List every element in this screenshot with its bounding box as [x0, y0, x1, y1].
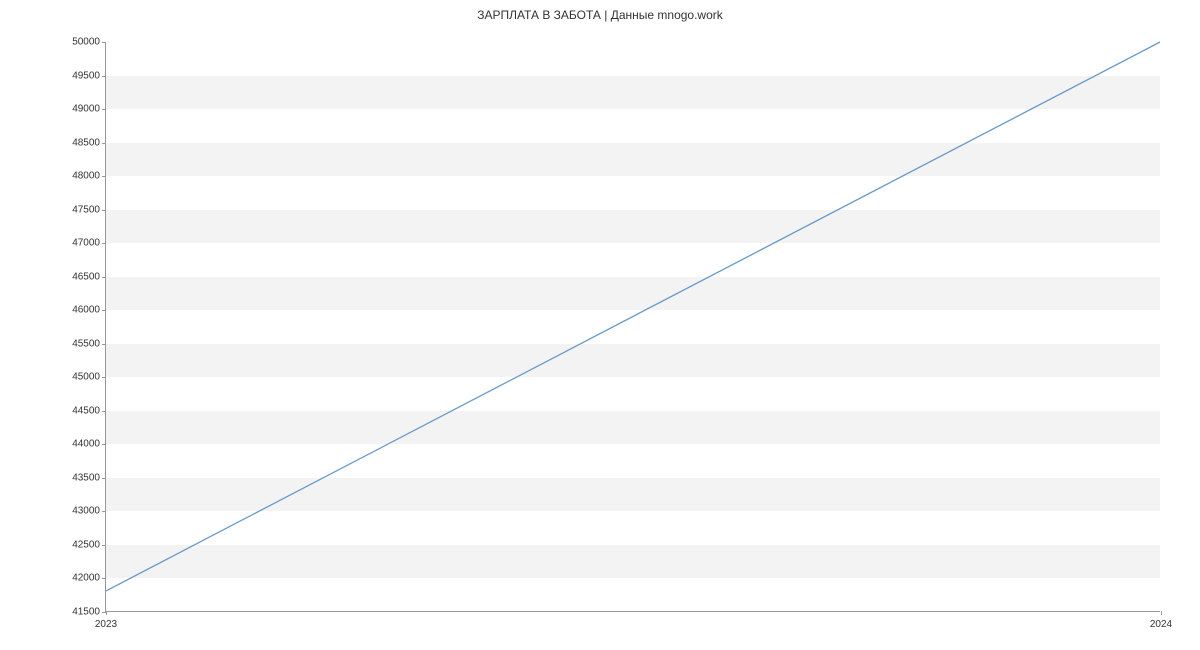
y-tick-label: 49000	[72, 104, 100, 115]
x-tick-mark	[106, 611, 107, 615]
line-series-salary	[106, 42, 1160, 591]
y-tick-label: 42000	[72, 573, 100, 584]
y-tick-label: 47000	[72, 238, 100, 249]
y-tick-label: 43000	[72, 506, 100, 517]
y-tick-label: 44000	[72, 439, 100, 450]
chart-title: ЗАРПЛАТА В ЗАБОТА | Данные mnogo.work	[0, 8, 1200, 22]
y-tick-label: 42500	[72, 539, 100, 550]
y-tick-label: 50000	[72, 37, 100, 48]
y-tick-label: 46500	[72, 271, 100, 282]
y-tick-label: 46000	[72, 305, 100, 316]
y-tick-label: 47500	[72, 204, 100, 215]
x-tick-label: 2023	[95, 619, 117, 630]
y-tick-label: 43500	[72, 472, 100, 483]
plot-area: 4150042000425004300043500440004450045000…	[105, 42, 1160, 612]
y-tick-label: 48000	[72, 171, 100, 182]
y-tick-label: 48500	[72, 137, 100, 148]
x-tick-label: 2024	[1150, 619, 1172, 630]
y-tick-label: 45500	[72, 338, 100, 349]
y-tick-label: 49500	[72, 70, 100, 81]
y-tick-label: 44500	[72, 405, 100, 416]
y-tick-label: 45000	[72, 372, 100, 383]
series-layer	[106, 42, 1160, 611]
x-tick-mark	[1161, 611, 1162, 615]
y-tick-label: 41500	[72, 607, 100, 618]
